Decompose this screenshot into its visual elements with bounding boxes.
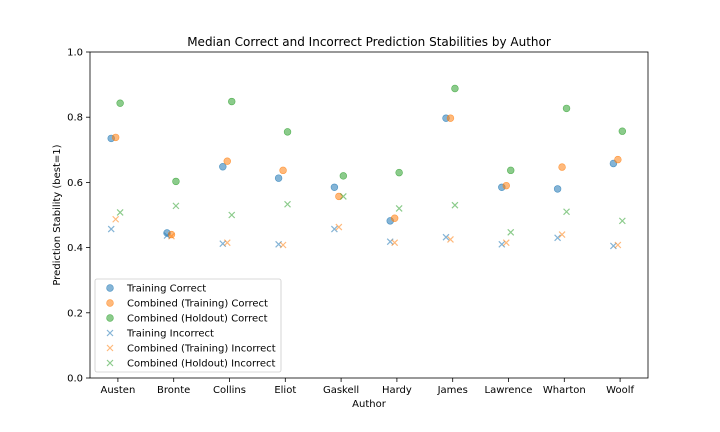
legend-marker	[106, 284, 114, 292]
data-point-x	[614, 241, 622, 249]
series-2	[116, 84, 627, 186]
x-tick-label: Eliot	[274, 385, 296, 396]
data-point-x	[563, 208, 570, 216]
legend-marker	[106, 329, 114, 337]
data-point-x	[447, 236, 454, 243]
data-point-circle	[274, 174, 283, 182]
data-point-x	[335, 223, 343, 231]
data-point-circle	[390, 214, 399, 222]
data-point-circle	[446, 114, 455, 122]
data-point-x	[395, 205, 403, 212]
chart-title: Median Correct and Incorrect Prediction …	[187, 35, 551, 49]
x-tick-label: James	[437, 385, 468, 396]
data-point-x	[502, 239, 510, 247]
data-point-x	[442, 233, 450, 241]
legend-label: Combined (Training) Correct	[127, 299, 268, 310]
legend-label: Combined (Holdout) Correct	[127, 314, 268, 325]
series-4	[112, 215, 622, 249]
y-tick-label: 0.2	[67, 308, 83, 319]
y-axis-label: Prediction Stability (best=1)	[52, 144, 63, 285]
legend-label: Training Incorrect	[126, 329, 214, 340]
data-point-x	[168, 232, 175, 240]
series-3	[107, 225, 617, 250]
data-point-x	[223, 239, 231, 247]
data-point-circle	[558, 163, 566, 171]
data-point-x	[172, 202, 180, 210]
data-point-circle	[339, 172, 348, 180]
data-point-circle	[219, 163, 227, 171]
x-axis-label: Author	[352, 399, 387, 410]
data-point-x	[451, 201, 459, 209]
x-tick-label: Hardy	[382, 385, 412, 396]
data-point-x	[116, 208, 124, 216]
x-tick-label: Lawrence	[485, 385, 533, 396]
legend-marker	[106, 314, 114, 322]
data-point-circle	[111, 133, 120, 142]
data-point-x	[507, 228, 515, 236]
y-tick-label: 1.0	[67, 48, 83, 59]
x-tick-label: Bronte	[157, 385, 190, 396]
y-tick-label: 0.4	[67, 243, 83, 254]
data-point-circle	[553, 185, 562, 193]
data-point-x	[330, 225, 338, 233]
y-tick-label: 0.8	[67, 113, 83, 124]
x-tick-label: Wharton	[543, 385, 586, 396]
data-point-circle	[116, 99, 124, 107]
data-point-circle	[451, 84, 459, 93]
data-point-circle	[618, 127, 627, 135]
x-tick-label: Woolf	[606, 385, 634, 396]
series-5	[116, 192, 626, 236]
data-point-x	[618, 217, 626, 225]
data-point-x	[228, 211, 236, 219]
data-point-circle	[335, 192, 343, 201]
data-point-circle	[283, 128, 292, 136]
legend-label: Training Correct	[126, 284, 206, 295]
x-tick-label: Collins	[213, 385, 246, 396]
y-axis: 0.0 0.2 0.4 0.6 0.8 1.0	[67, 48, 90, 385]
data-point-x	[554, 234, 562, 242]
legend-marker	[106, 344, 114, 352]
data-point-x	[107, 225, 115, 233]
data-marks	[107, 84, 627, 250]
data-point-circle	[562, 104, 571, 113]
y-tick-label: 0.0	[67, 374, 83, 385]
x-tick-label: Austen	[100, 385, 135, 396]
legend-label: Combined (Holdout) Incorrect	[127, 359, 275, 370]
legend-marker	[106, 299, 114, 307]
data-point-circle	[507, 166, 515, 175]
legend-box	[94, 278, 282, 373]
series-0	[107, 114, 618, 237]
data-point-circle	[172, 177, 180, 186]
data-point-x	[284, 200, 291, 208]
data-point-x	[339, 192, 347, 200]
series-1	[111, 114, 622, 239]
data-point-circle	[395, 168, 403, 177]
x-tick-label: Gaskell	[323, 385, 359, 396]
legend: Training Correct Combined (Training) Corr…	[94, 278, 282, 373]
data-point-circle	[502, 181, 510, 190]
data-point-x	[498, 240, 506, 248]
legend-marker	[106, 359, 114, 367]
data-point-x	[112, 215, 120, 223]
data-point-circle	[330, 183, 339, 191]
data-point-x	[279, 241, 287, 249]
data-point-x	[391, 239, 399, 247]
data-point-x	[558, 231, 566, 238]
data-point-circle	[228, 97, 236, 106]
legend-label: Combined (Training) Incorrect	[127, 344, 276, 355]
data-point-circle	[223, 157, 231, 165]
plot-area	[89, 51, 649, 379]
x-axis: Austen Bronte Collins Eliot Gaskell Hardy Jame…	[100, 378, 634, 396]
y-tick-label: 0.6	[67, 178, 83, 189]
data-point-circle	[279, 166, 287, 175]
data-point-circle	[614, 155, 622, 164]
